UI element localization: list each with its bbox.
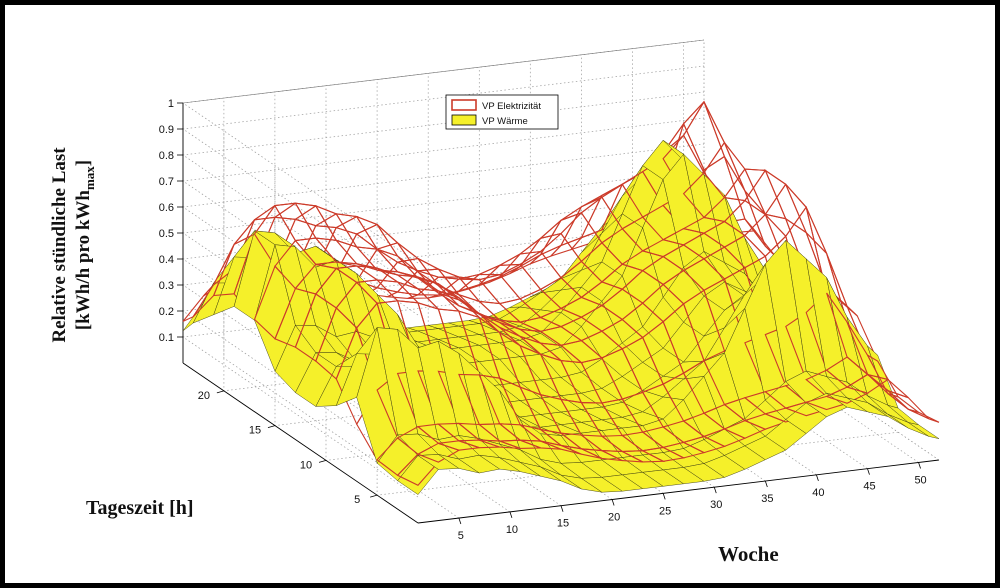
y-tick-mark-1 bbox=[318, 460, 327, 463]
x-tick-label-4: 25 bbox=[659, 505, 671, 517]
z-tick-label-9: 1 bbox=[168, 98, 174, 110]
z-tick-label-7: 0.8 bbox=[159, 150, 174, 162]
x-tick-mark-2 bbox=[560, 505, 564, 512]
x-tick-label-9: 50 bbox=[914, 474, 926, 486]
x-tick-mark-4 bbox=[662, 493, 666, 500]
x-tick-label-6: 35 bbox=[761, 493, 773, 505]
y-tick-label-3: 20 bbox=[198, 390, 210, 402]
x-tick-mark-7 bbox=[816, 474, 819, 481]
x-tick-label-2: 15 bbox=[557, 518, 569, 530]
y-axis-label: Tageszeit [h] bbox=[86, 497, 194, 519]
z-tick-label-8: 0.9 bbox=[159, 124, 174, 136]
z-axis-label-subscript: max bbox=[81, 166, 97, 191]
x-tick-label-7: 40 bbox=[812, 487, 824, 499]
legend-swatch-0 bbox=[451, 99, 477, 111]
tick-labels: 5 10 15 20 25 30 35 40 45 50 5 10 15 20 0.1 0.2 0.3 0.4 0.… bbox=[159, 98, 927, 542]
y-tick-label-1: 10 bbox=[300, 459, 312, 471]
z-tick-label-2: 0.3 bbox=[159, 280, 174, 292]
z-tick-label-6: 0.7 bbox=[159, 176, 174, 188]
y-tick-label-0: 5 bbox=[354, 494, 360, 506]
z-axis-label-main: [kWh/h pro kWh bbox=[73, 190, 95, 331]
legend-swatch-1 bbox=[451, 114, 477, 126]
top-back-edge bbox=[182, 39, 705, 104]
legend-label-0: VP Elektrizität bbox=[482, 101, 541, 112]
x-tick-mark-6 bbox=[764, 480, 768, 488]
x-tick-mark-1 bbox=[509, 511, 513, 519]
elektrizitaet-mesh-quad-463 bbox=[785, 183, 828, 254]
x-tick-mark-8 bbox=[867, 468, 870, 475]
elektrizitaet-mesh-quad-623 bbox=[908, 408, 940, 423]
z-axis-label: Relative stündliche Last [kWh/h pro kWhm… bbox=[48, 147, 102, 342]
y-tick-mark-3 bbox=[216, 390, 224, 394]
x-tick-label-1: 10 bbox=[506, 524, 518, 536]
waerme-surface-quad-622 bbox=[908, 422, 940, 439]
surface-plot: 5 10 15 20 25 30 35 40 45 50 5 10 15 20 0.1 0.2 0.3 0.4 0.… bbox=[159, 39, 940, 542]
y-axis-line bbox=[182, 362, 419, 524]
z-axis-label-end: ] bbox=[73, 159, 95, 167]
z-tick-label-1: 0.2 bbox=[159, 306, 174, 318]
y-tick-mark-0 bbox=[370, 494, 378, 498]
x-tick-label-3: 20 bbox=[608, 512, 620, 524]
y-tick-label-2: 15 bbox=[249, 425, 261, 437]
x-tick-mark-3 bbox=[611, 499, 615, 506]
x-tick-mark-0 bbox=[458, 517, 462, 525]
legend-label-1: VP Wärme bbox=[482, 116, 528, 127]
elektrizitaet-mesh-quad-411 bbox=[764, 168, 808, 235]
surface-quads bbox=[182, 100, 940, 495]
z-tick-label-0: 0.1 bbox=[159, 332, 174, 344]
z-tick-label-3: 0.4 bbox=[159, 254, 174, 266]
z-axis-label-line2: [kWh/h pro kWhmax] bbox=[72, 147, 102, 342]
x-tick-label-5: 30 bbox=[710, 499, 722, 511]
x-axis-line bbox=[417, 459, 940, 524]
z-tick-label-5: 0.6 bbox=[159, 202, 174, 214]
x-tick-label-0: 5 bbox=[458, 530, 464, 542]
z-axis-label-line1: Relative stündliche Last bbox=[49, 147, 71, 343]
x-axis-label: Woche bbox=[718, 542, 779, 566]
z-tick-label-4: 0.5 bbox=[159, 228, 174, 240]
x-tick-label-8: 45 bbox=[863, 481, 875, 493]
x-tick-mark-9 bbox=[918, 462, 921, 469]
elektrizitaet-mesh-quad-307 bbox=[723, 142, 766, 215]
y-tick-mark-2 bbox=[267, 425, 276, 428]
legend: VP Elektrizität VP Wärme bbox=[445, 94, 559, 130]
x-tick-mark-5 bbox=[713, 487, 717, 494]
